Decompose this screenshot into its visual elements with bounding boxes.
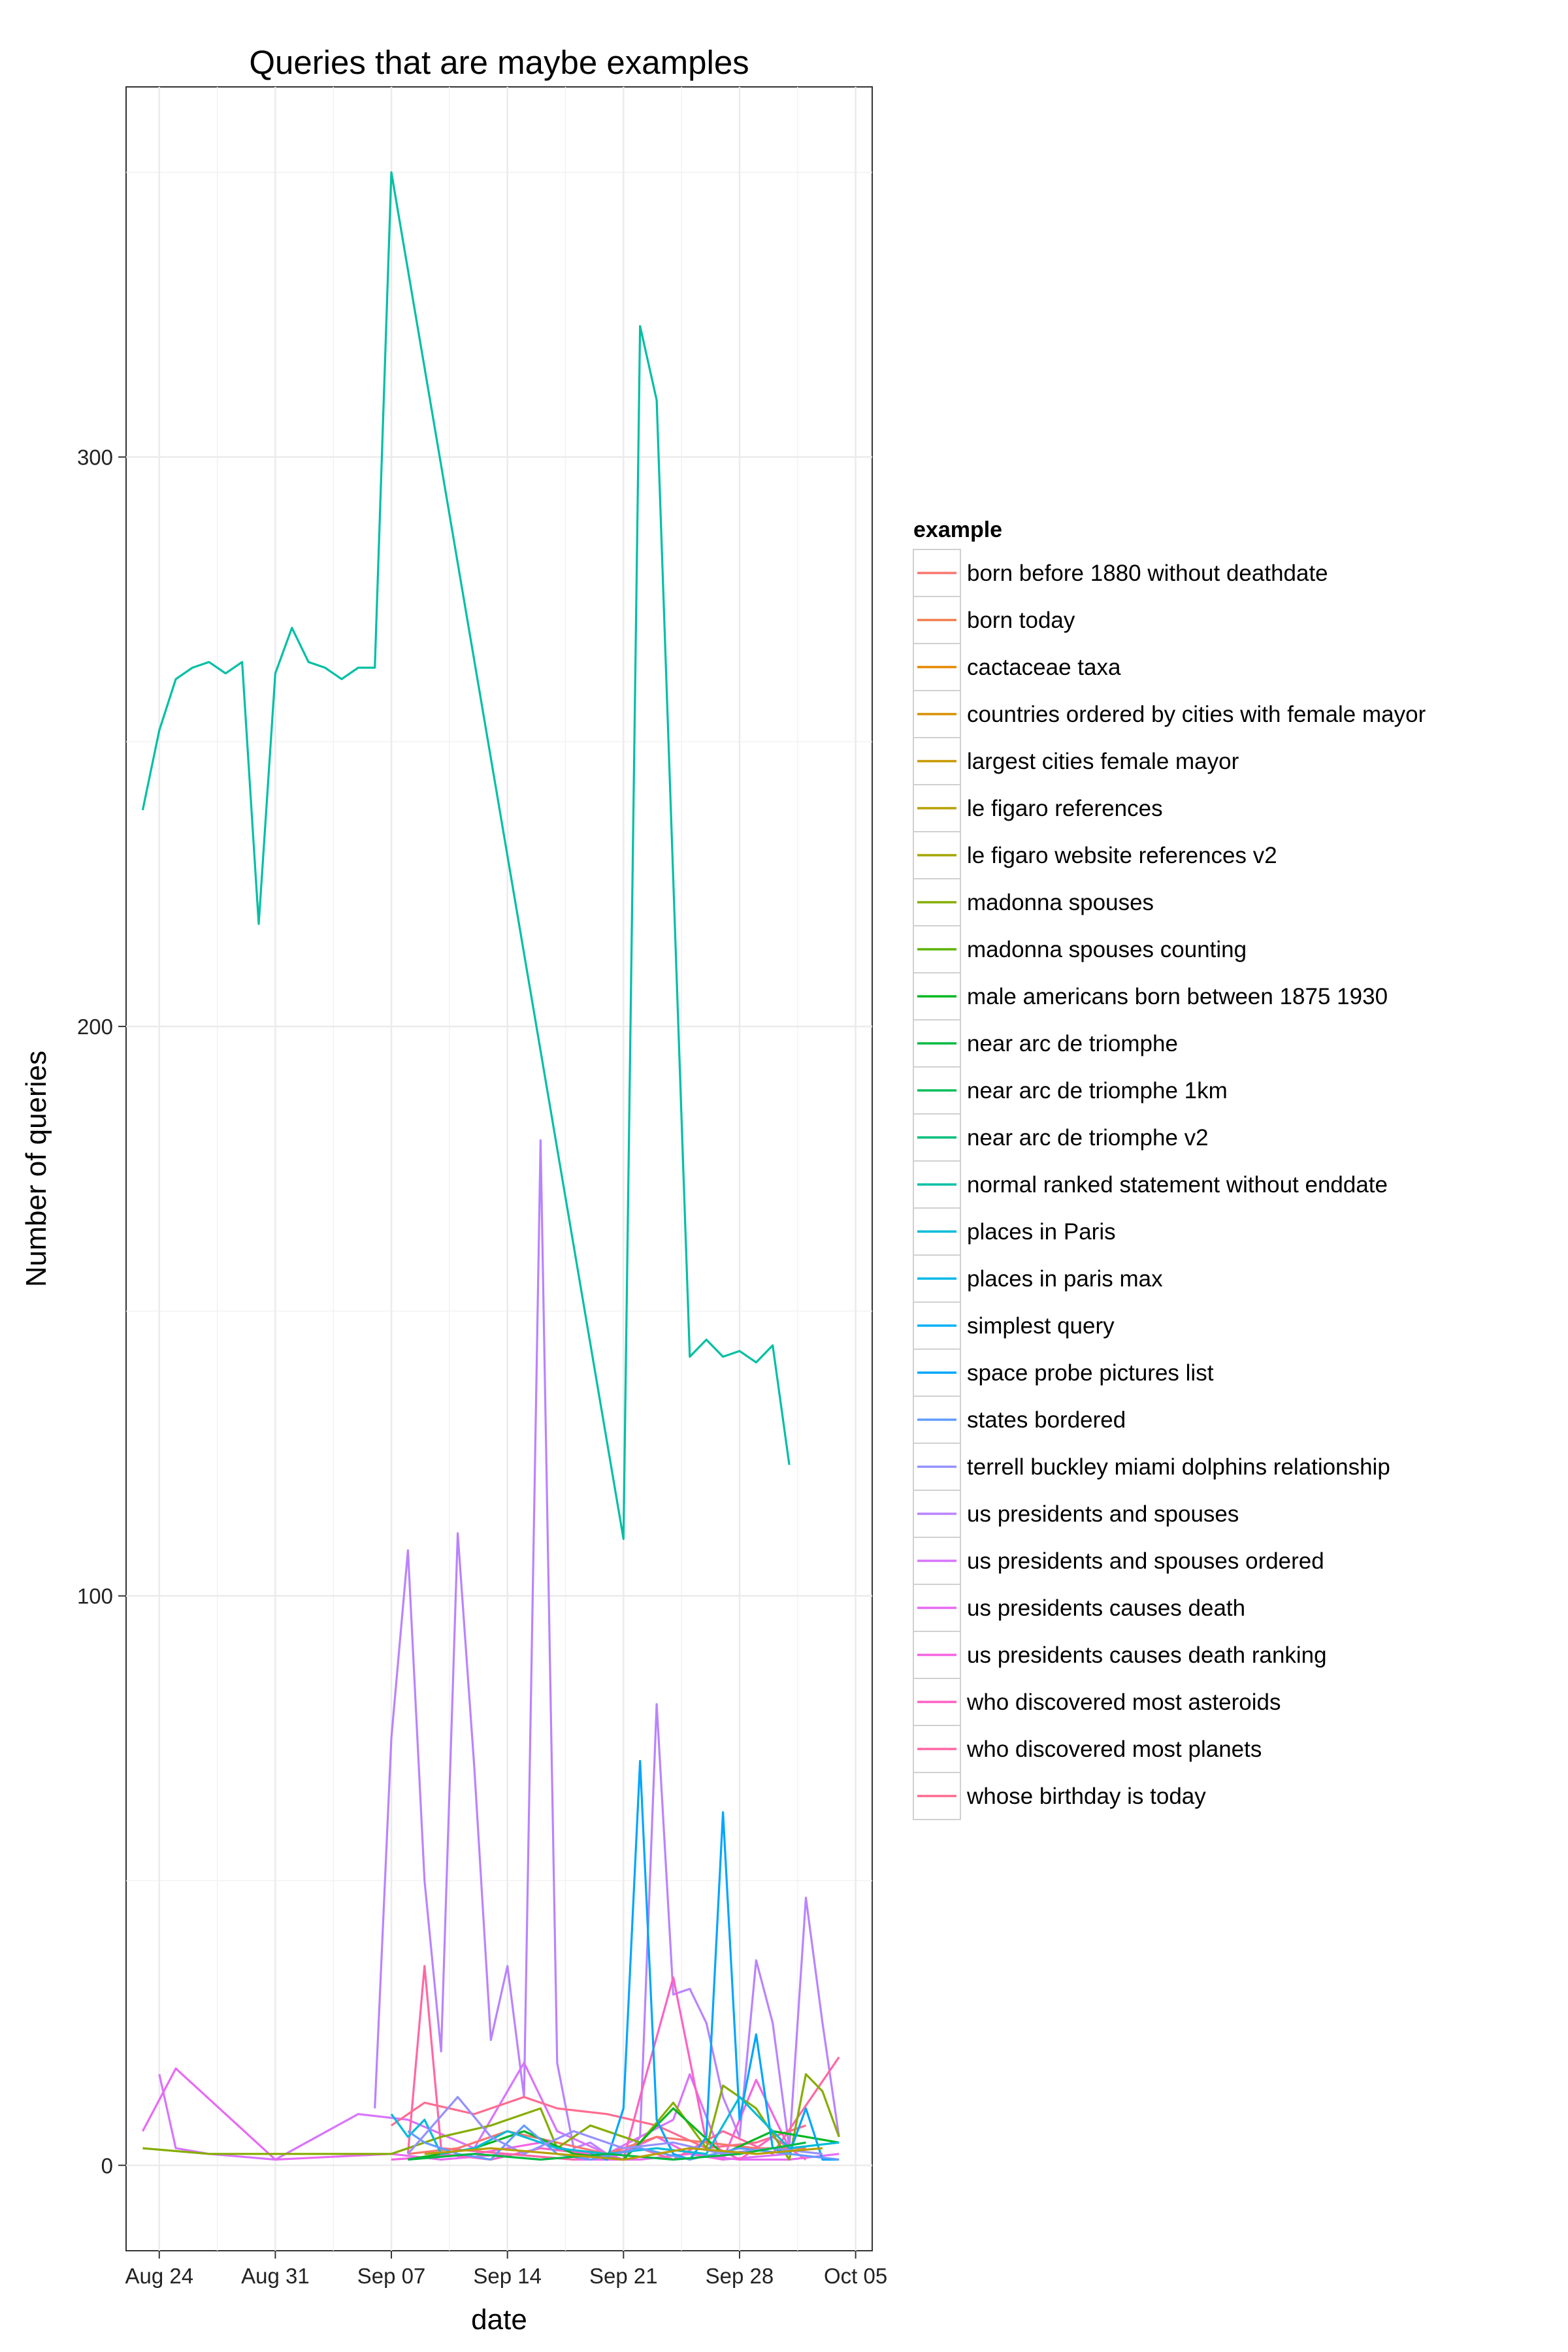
legend-label: born today <box>967 608 1075 633</box>
legend-entry: near arc de triomphe v2 <box>913 1113 1209 1162</box>
x-tick-label: Sep 21 <box>589 2264 658 2288</box>
legend-label: born before 1880 without deathdate <box>967 561 1328 586</box>
x-tick-label: Sep 07 <box>357 2264 426 2288</box>
legend-entry: us presidents and spouses ordered <box>913 1537 1324 1585</box>
legend-entry: cactaceae taxa <box>913 643 1121 691</box>
legend-entry: madonna spouses <box>913 878 1154 926</box>
legend-label: whose birthday is today <box>966 1784 1206 1809</box>
legend-label: who discovered most asteroids <box>966 1690 1281 1715</box>
legend: example born before 1880 without deathda… <box>913 517 1426 1820</box>
legend-label: near arc de triomphe <box>967 1031 1178 1056</box>
x-tick-label: Aug 31 <box>241 2264 310 2288</box>
legend-label: le figaro website references v2 <box>967 843 1277 868</box>
legend-label: terrell buckley miami dolphins relations… <box>967 1454 1390 1480</box>
x-axis: Aug 24 Aug 31 Sep 07 Sep 14 Sep 21 Sep 28 Oct … <box>125 2251 887 2288</box>
panel-border <box>125 86 873 2251</box>
x-tick-label: Sep 14 <box>473 2264 542 2288</box>
legend-entry: madonna spouses counting <box>913 925 1247 973</box>
series-line-places-in-paris <box>390 2096 840 2155</box>
legend-label: who discovered most planets <box>966 1737 1262 1762</box>
series-line-space-probe-pictures-list <box>590 1759 840 2161</box>
x-tick-label: Oct 05 <box>824 2264 887 2288</box>
legend-entry: places in Paris <box>913 1207 1116 1256</box>
legend-entry: born today <box>913 596 1075 644</box>
y-tick-label: 100 <box>77 1584 113 1609</box>
x-axis-title: date <box>471 2304 527 2336</box>
legend-label: us presidents and spouses <box>967 1501 1239 1527</box>
grid-lines <box>126 87 872 2251</box>
legend-label: near arc de triomphe v2 <box>967 1125 1209 1151</box>
legend-label: places in paris max <box>967 1266 1163 1292</box>
legend-label: us presidents causes death ranking <box>967 1642 1327 1668</box>
legend-entry: largest cities female mayor <box>913 737 1239 785</box>
legend-entry: countries ordered by cities with female … <box>913 690 1426 738</box>
legend-entry: simplest query <box>913 1301 1115 1350</box>
legend-entry: who discovered most planets <box>913 1725 1262 1773</box>
legend-entry: male americans born between 1875 1930 <box>913 972 1388 1021</box>
y-axis: 0 100 200 300 <box>77 446 126 2178</box>
legend-label: simplest query <box>967 1313 1115 1339</box>
legend-label: us presidents and spouses ordered <box>967 1548 1324 1574</box>
legend-label: states bordered <box>967 1407 1126 1433</box>
legend-entry: us presidents and spouses <box>913 1490 1239 1538</box>
legend-label: madonna spouses <box>967 890 1154 915</box>
legend-entry: space probe pictures list <box>913 1348 1214 1397</box>
y-axis-title: Number of queries <box>20 1051 52 1287</box>
legend-entry: whose birthday is today <box>913 1772 1206 1820</box>
legend-entry: near arc de triomphe 1km <box>913 1066 1228 1115</box>
legend-label: largest cities female mayor <box>967 749 1239 774</box>
legend-title: example <box>913 517 1002 542</box>
legend-label: places in Paris <box>967 1219 1116 1245</box>
series-line-near-arc-de-triomphe <box>408 2141 806 2161</box>
legend-label: space probe pictures list <box>967 1360 1214 1386</box>
series-line-normal-ranked-statement-without-enddate <box>141 171 791 1541</box>
legend-label: madonna spouses counting <box>967 937 1247 962</box>
legend-entry: us presidents causes death ranking <box>913 1631 1327 1679</box>
panel <box>125 86 873 2251</box>
legend-label: cactaceae taxa <box>967 655 1121 680</box>
y-tick-label: 300 <box>77 446 113 470</box>
legend-entry: states bordered <box>913 1396 1126 1444</box>
y-tick-label: 0 <box>101 2153 113 2178</box>
legend-entry: terrell buckley miami dolphins relations… <box>913 1443 1390 1491</box>
legend-label: male americans born between 1875 1930 <box>967 984 1388 1009</box>
x-tick-label: Aug 24 <box>125 2264 193 2288</box>
legend-entry: born before 1880 without deathdate <box>913 549 1328 597</box>
y-tick-label: 200 <box>77 1015 113 1039</box>
legend-entry: us presidents causes death <box>913 1584 1245 1632</box>
legend-label: us presidents causes death <box>967 1595 1245 1621</box>
series-line-le-figaro-references <box>424 2147 823 2161</box>
series-line-terrell-buckley-miami-dolphins-relationship <box>407 2096 823 2155</box>
chart-title: Queries that are maybe examples <box>249 44 749 81</box>
legend-entry: places in paris max <box>913 1254 1163 1303</box>
legend-entry: who discovered most asteroids <box>913 1678 1281 1726</box>
series-lines <box>141 171 840 2161</box>
legend-label: near arc de triomphe 1km <box>967 1078 1228 1103</box>
x-tick-label: Sep 28 <box>706 2264 774 2288</box>
legend-label: normal ranked statement without enddate <box>967 1172 1388 1198</box>
legend-entry: normal ranked statement without enddate <box>913 1160 1388 1209</box>
legend-entry: near arc de triomphe <box>913 1019 1178 1068</box>
legend-label: le figaro references <box>967 796 1163 821</box>
legend-label: countries ordered by cities with female … <box>967 702 1426 727</box>
